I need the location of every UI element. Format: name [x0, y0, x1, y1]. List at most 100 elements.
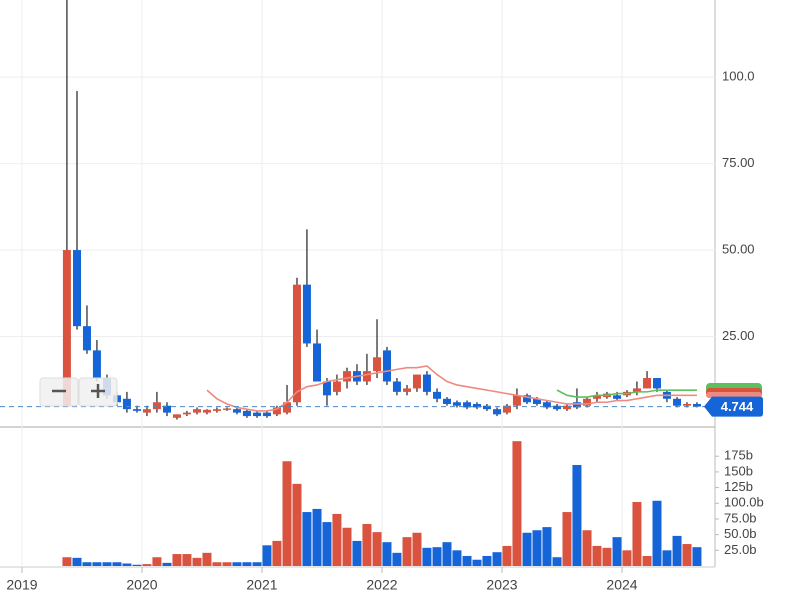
candle-body — [592, 395, 601, 399]
volume-bar — [222, 562, 232, 566]
moving-average — [206, 365, 697, 412]
candle-body — [272, 407, 281, 415]
volume-bar — [592, 545, 602, 566]
candle-body — [412, 374, 421, 389]
x-tick-label: 2024 — [606, 577, 637, 593]
candle-body — [283, 402, 292, 413]
candle-body — [452, 402, 461, 406]
candle-body — [62, 250, 71, 406]
x-tick-label: 2023 — [486, 577, 517, 593]
volume-bar — [672, 535, 682, 566]
candle-body — [643, 378, 652, 389]
volume-bar — [312, 508, 322, 566]
y-tick-label: 125b — [724, 479, 753, 494]
volume-bar — [382, 542, 392, 566]
y-tick-label: 75.0b — [724, 510, 757, 525]
volume-bar — [412, 532, 422, 566]
candle-body — [673, 398, 682, 406]
volume-bar — [252, 562, 262, 566]
candle-body — [682, 403, 691, 406]
candle-body — [262, 412, 271, 417]
volume-bar — [662, 550, 672, 566]
volume-bar — [632, 502, 642, 566]
candle-body — [583, 398, 592, 406]
x-tick-label: 2021 — [246, 577, 277, 593]
candle-body — [193, 409, 202, 413]
zoom-in[interactable] — [78, 377, 118, 407]
candle-body — [403, 388, 412, 392]
y-tick-label: 25.00 — [722, 328, 755, 343]
volume-bar — [522, 532, 532, 566]
candle-body — [373, 357, 382, 372]
volume-bar — [402, 537, 412, 566]
volume-bar — [102, 562, 112, 566]
candle-body — [572, 402, 581, 408]
candle-body — [472, 403, 481, 408]
candle-body — [502, 405, 511, 413]
x-tick-label: 2022 — [366, 577, 397, 593]
y-tick-label: 75.00 — [722, 155, 755, 170]
candle-body — [182, 412, 191, 415]
volume-bar — [682, 544, 692, 566]
volume-bar — [282, 461, 292, 566]
candle-body — [163, 405, 172, 413]
y-tick-label: 100.0 — [722, 69, 755, 84]
volume-bar — [162, 562, 172, 566]
volume-bar — [142, 564, 152, 566]
candle-body — [433, 391, 442, 399]
candle-body — [223, 408, 232, 410]
candle-body — [382, 350, 391, 382]
candle-body — [482, 405, 491, 410]
volume-bar — [132, 564, 142, 566]
candle-body — [212, 409, 221, 411]
candle-body — [493, 409, 502, 415]
candle-body — [562, 405, 571, 410]
candle-body — [392, 381, 401, 392]
candle-body — [202, 409, 211, 413]
tag — [706, 392, 762, 398]
candle-body — [133, 409, 142, 411]
candle-body — [142, 409, 151, 413]
candle-body — [632, 388, 641, 392]
candle-body — [253, 412, 262, 417]
volume-bar — [92, 562, 102, 566]
volume-bar — [492, 552, 502, 566]
candle-body — [542, 402, 551, 408]
volume-bar — [482, 555, 492, 566]
volume-bar — [612, 537, 622, 566]
candle-body — [322, 381, 331, 396]
candle-body — [82, 326, 91, 351]
candle-body — [172, 414, 181, 418]
volume-bar — [202, 552, 212, 566]
volume-bar — [152, 557, 162, 566]
volume-bar — [82, 562, 92, 566]
candle-body — [512, 395, 521, 406]
zoom-out[interactable] — [39, 377, 79, 407]
candle-body — [122, 398, 131, 410]
last-price-label: 4.744 — [721, 399, 754, 414]
volume-bar — [242, 562, 252, 566]
candle-body — [302, 284, 311, 344]
candle-body — [613, 395, 622, 399]
candle-body — [652, 378, 661, 389]
volume-bar — [502, 545, 512, 566]
candle-body — [692, 403, 701, 407]
y-tick-label: 175b — [724, 448, 753, 463]
volume-bar — [72, 557, 82, 566]
volume-bar — [442, 542, 452, 566]
volume-bar — [122, 563, 132, 566]
zoom-controls — [39, 377, 118, 407]
volume-bar — [372, 532, 382, 566]
volume-bar — [212, 562, 222, 566]
y-tick-label: 50.0b — [724, 526, 757, 541]
volume-bar — [462, 555, 472, 566]
volume-bar — [182, 554, 192, 566]
volume-bar — [572, 465, 582, 566]
volume-bar — [422, 547, 432, 566]
volume-bar — [642, 555, 652, 566]
volume-bar — [432, 547, 442, 566]
volume-bar — [622, 550, 632, 566]
volume-bar — [302, 512, 312, 566]
x-tick-label: 2019 — [6, 577, 37, 593]
